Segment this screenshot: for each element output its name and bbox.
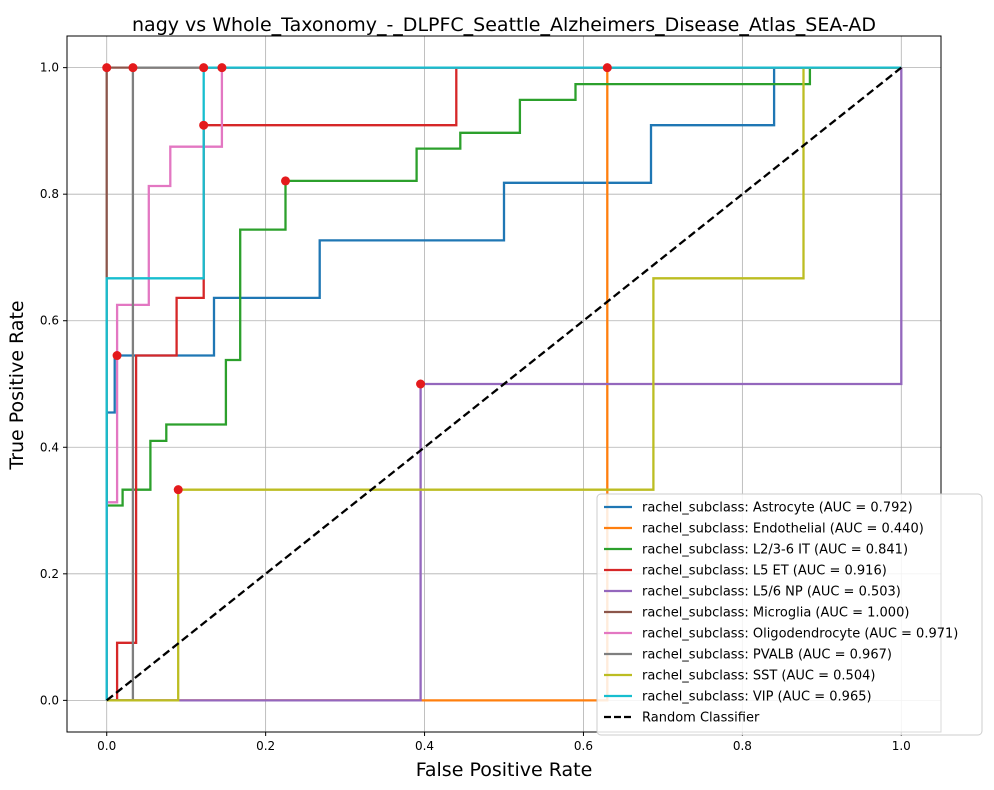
legend-label: rachel_subclass: Microglia (AUC = 1.000) (642, 606, 909, 621)
x-tick-label: 0.0 (97, 739, 116, 753)
marker-layer (102, 63, 612, 495)
axis-ticks: 0.0 0.2 0.4 0.6 0.8 1.0 0.0 0.2 0.4 0.6 0.8 1.0 (40, 61, 911, 753)
series-line-9 (105, 66, 902, 701)
threshold-marker (199, 63, 209, 73)
legend-label: rachel_subclass: L5 ET (AUC = 0.916) (642, 564, 887, 579)
threshold-marker (281, 176, 290, 186)
y-tick-label: 0.2 (40, 567, 59, 581)
series-line-8 (106, 66, 902, 702)
threshold-marker (173, 485, 183, 495)
y-tick-label: 1.0 (40, 61, 59, 75)
legend-box (596, 493, 983, 736)
threshold-marker (128, 63, 138, 73)
y-tick-label: 0.0 (40, 693, 59, 707)
legend-label: rachel_subclass: L5/6 NP (AUC = 0.503) (642, 585, 901, 600)
y-axis-label: True Positive Rate (6, 300, 28, 470)
x-tick-label: 0.2 (256, 739, 275, 753)
y-tick-label: 0.4 (40, 440, 59, 454)
chart-title: nagy vs Whole_Taxonomy_-_DLPFC_Seattle_A… (132, 14, 876, 36)
threshold-marker (102, 63, 112, 73)
threshold-marker (199, 120, 209, 130)
legend-label: rachel_subclass: L2/3-6 IT (AUC = 0.841) (642, 543, 908, 558)
legend-label: rachel_subclass: Oligodendrocyte (AUC = … (642, 627, 958, 642)
x-tick-label: 0.8 (733, 739, 752, 753)
x-tick-label: 0.4 (415, 739, 434, 753)
series-line-3 (106, 66, 902, 702)
y-tick-label: 0.6 (40, 314, 59, 328)
x-tick-label: 0.6 (574, 739, 593, 753)
legend-label: rachel_subclass: SST (AUC = 0.504) (642, 669, 875, 684)
legend-label: rachel_subclass: PVALB (AUC = 0.967) (642, 648, 892, 663)
threshold-marker (112, 351, 122, 361)
legend: rachel_subclass: Astrocyte (AUC = 0.792)… (596, 493, 983, 736)
threshold-marker (416, 379, 426, 389)
legend-label: Random Classifier (642, 711, 760, 726)
series-line-0 (105, 66, 902, 701)
x-tick-label: 1.0 (892, 739, 911, 753)
legend-label: rachel_subclass: VIP (AUC = 0.965) (642, 690, 872, 705)
x-axis-label: False Positive Rate (416, 759, 593, 781)
series-line-2 (105, 66, 902, 701)
plot-frame (66, 35, 942, 733)
legend-label: rachel_subclass: Endothelial (AUC = 0.44… (642, 522, 924, 537)
y-tick-label: 0.8 (40, 187, 59, 201)
threshold-marker (602, 63, 612, 73)
series-line-10 (105, 66, 903, 702)
legend-label: rachel_subclass: Astrocyte (AUC = 0.792) (642, 501, 913, 516)
threshold-marker (217, 63, 227, 73)
series-line-6 (105, 66, 902, 701)
